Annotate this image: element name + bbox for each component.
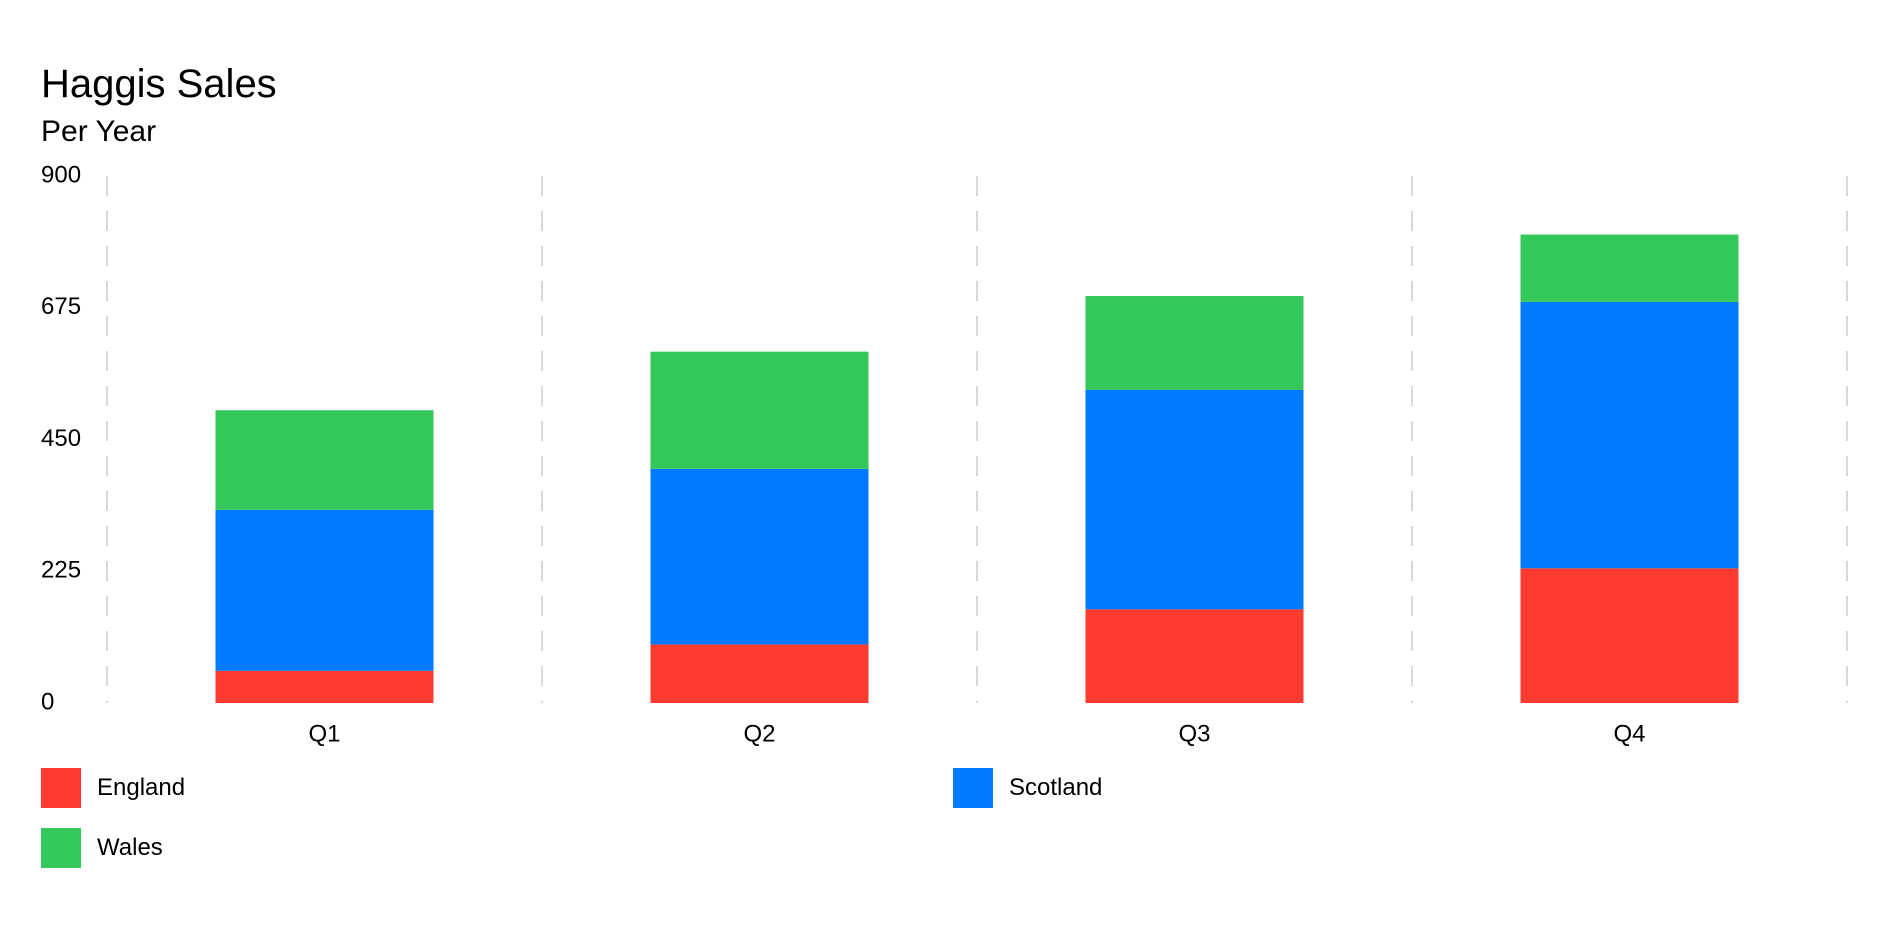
chart-subtitle: Per Year — [41, 115, 157, 148]
y-axis: 0 225 450 675 900 — [41, 161, 81, 715]
y-tick-label: 225 — [41, 557, 81, 584]
x-tick-label: Q4 — [1613, 720, 1645, 747]
legend-swatch — [41, 768, 81, 808]
bar-segment-england-q3 — [1085, 609, 1304, 703]
gridlines — [106, 176, 1848, 703]
bar-segment-wales-q4 — [1520, 234, 1739, 302]
bar-segment-wales-q1 — [215, 410, 434, 510]
legend-label: Scotland — [1009, 774, 1103, 801]
chart-title: Haggis Sales — [41, 62, 277, 106]
legend-item-scotland: Scotland — [953, 768, 1102, 808]
y-tick-label: 675 — [41, 293, 81, 320]
y-tick-label: 450 — [41, 425, 81, 452]
bar-segment-scotland-q4 — [1520, 301, 1739, 569]
y-tick-label: 0 — [41, 688, 54, 715]
y-tick-label: 900 — [41, 161, 81, 188]
bar-segment-scotland-q1 — [215, 509, 434, 671]
bar-chart: 0 225 450 675 900 Q1 Q2 Q3 Q4 — [41, 161, 1848, 747]
legend-item-england: England — [41, 768, 185, 808]
legend-swatch — [953, 768, 993, 808]
bar-segment-scotland-q2 — [650, 468, 869, 645]
bar-segment-england-q2 — [650, 644, 869, 703]
x-tick-label: Q2 — [743, 720, 775, 747]
bar-segment-england-q4 — [1520, 568, 1739, 703]
bar-segment-wales-q2 — [650, 351, 869, 469]
bar-segment-scotland-q3 — [1085, 389, 1304, 610]
bar-segment-wales-q3 — [1085, 296, 1304, 390]
x-tick-label: Q3 — [1178, 720, 1210, 747]
x-tick-label: Q1 — [308, 720, 340, 747]
legend: England Scotland Wales — [41, 768, 1841, 878]
bar-segment-england-q1 — [215, 670, 434, 703]
bars — [215, 234, 1739, 703]
legend-item-wales: Wales — [41, 828, 163, 868]
legend-label: Wales — [97, 834, 163, 861]
x-axis: Q1 Q2 Q3 Q4 — [308, 720, 1645, 747]
legend-swatch — [41, 828, 81, 868]
legend-label: England — [97, 774, 186, 801]
